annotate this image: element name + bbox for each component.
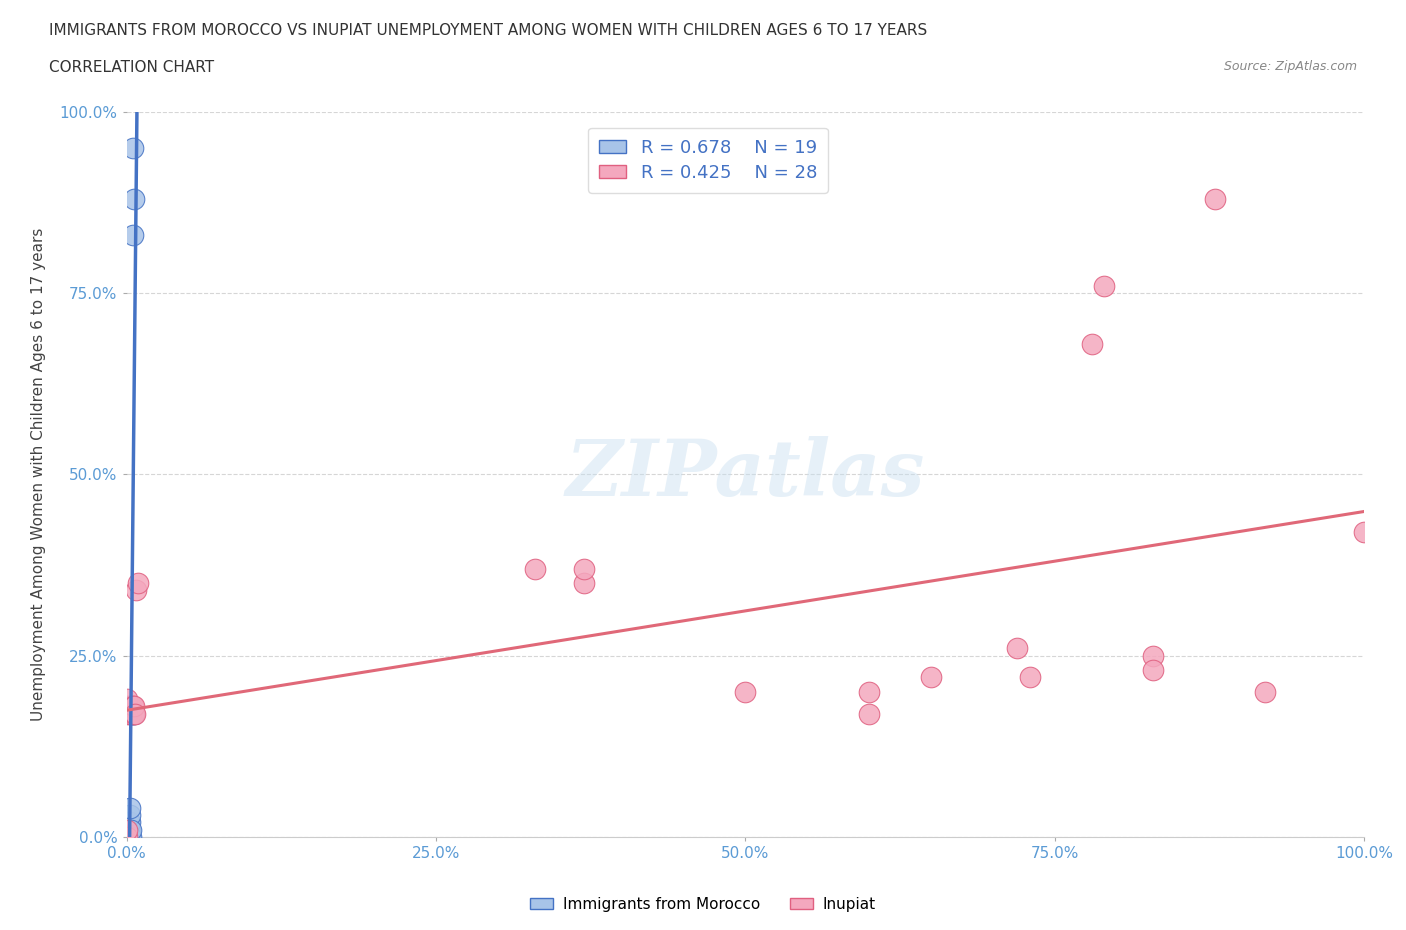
Point bbox=[120, 801, 142, 816]
Point bbox=[122, 699, 145, 714]
Text: CORRELATION CHART: CORRELATION CHART bbox=[49, 60, 214, 75]
Point bbox=[121, 699, 143, 714]
Y-axis label: Unemployment Among Women with Children Ages 6 to 17 years: Unemployment Among Women with Children A… bbox=[31, 228, 45, 721]
Point bbox=[120, 822, 142, 837]
Legend: Immigrants from Morocco, Inupiat: Immigrants from Morocco, Inupiat bbox=[524, 891, 882, 918]
Point bbox=[118, 830, 141, 844]
Point bbox=[734, 684, 756, 699]
Point bbox=[120, 830, 142, 844]
Point bbox=[1142, 663, 1164, 678]
Point bbox=[858, 684, 880, 699]
Point bbox=[121, 706, 143, 721]
Point bbox=[858, 706, 880, 721]
Text: IMMIGRANTS FROM MOROCCO VS INUPIAT UNEMPLOYMENT AMONG WOMEN WITH CHILDREN AGES 6: IMMIGRANTS FROM MOROCCO VS INUPIAT UNEMP… bbox=[49, 23, 928, 38]
Point bbox=[115, 830, 138, 844]
Point bbox=[523, 561, 546, 576]
Point bbox=[121, 830, 143, 844]
Point bbox=[120, 699, 142, 714]
Point bbox=[574, 561, 596, 576]
Point bbox=[1018, 670, 1040, 684]
Point bbox=[121, 706, 143, 721]
Point bbox=[1353, 525, 1375, 539]
Text: ZIPatlas: ZIPatlas bbox=[565, 436, 925, 512]
Point bbox=[121, 706, 143, 721]
Point bbox=[127, 576, 149, 591]
Point bbox=[121, 228, 143, 243]
Point bbox=[122, 192, 145, 206]
Point bbox=[120, 706, 142, 721]
Point bbox=[122, 706, 145, 721]
Point bbox=[121, 699, 143, 714]
Point bbox=[120, 815, 142, 830]
Point bbox=[1254, 684, 1277, 699]
Point bbox=[118, 822, 141, 837]
Point bbox=[121, 822, 143, 837]
Point bbox=[1204, 192, 1226, 206]
Text: Source: ZipAtlas.com: Source: ZipAtlas.com bbox=[1223, 60, 1357, 73]
Point bbox=[115, 822, 138, 837]
Point bbox=[115, 706, 138, 721]
Point bbox=[115, 692, 138, 707]
Point bbox=[120, 808, 142, 823]
Legend: R = 0.678    N = 19, R = 0.425    N = 28: R = 0.678 N = 19, R = 0.425 N = 28 bbox=[588, 128, 828, 193]
Point bbox=[118, 815, 141, 830]
Point bbox=[125, 583, 148, 598]
Point bbox=[1092, 278, 1115, 293]
Point bbox=[1007, 641, 1029, 656]
Point bbox=[920, 670, 942, 684]
Point bbox=[1080, 337, 1102, 352]
Point bbox=[121, 140, 143, 155]
Point bbox=[124, 706, 146, 721]
Point bbox=[1142, 648, 1164, 663]
Point bbox=[574, 576, 596, 591]
Point bbox=[115, 699, 138, 714]
Point bbox=[122, 706, 145, 721]
